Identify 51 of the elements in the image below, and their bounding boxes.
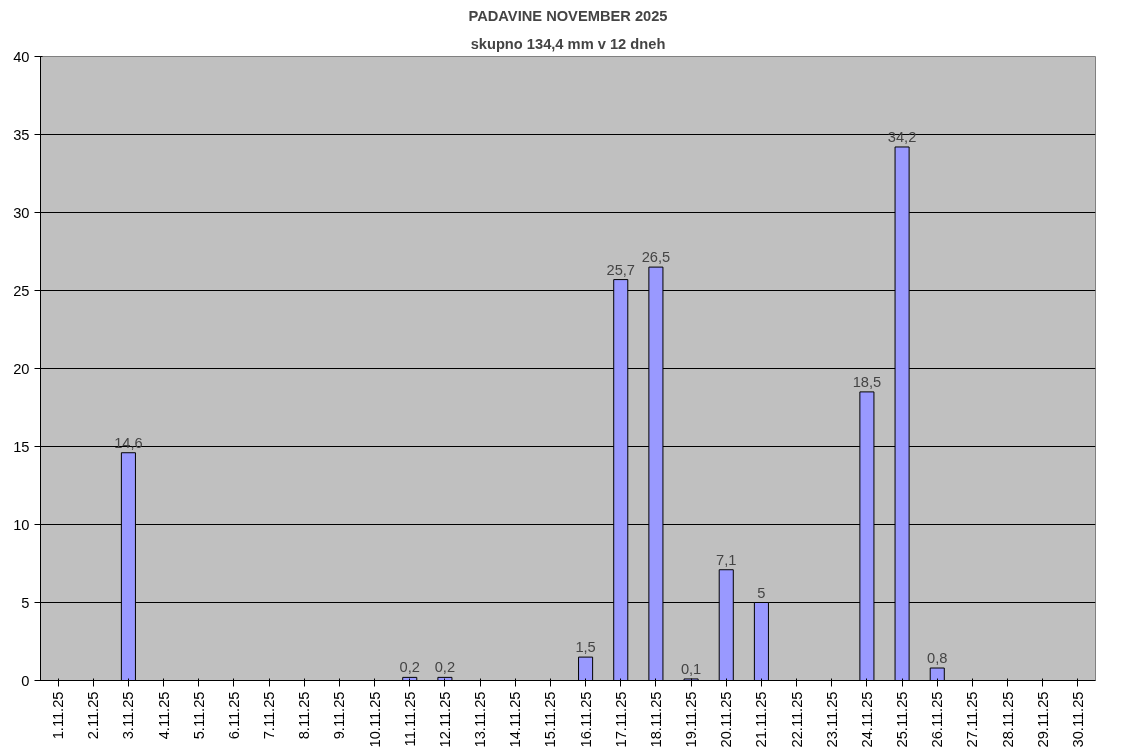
y-tick-label: 5	[21, 594, 30, 611]
y-tick-label: 25	[13, 282, 30, 299]
x-tick-label: 14.11.25	[507, 691, 524, 748]
x-tick-label: 29.11.25	[1034, 691, 1051, 748]
x-tick-label: 25.11.25	[894, 691, 911, 748]
x-tick-label: 23.11.25	[823, 691, 840, 748]
x-tick-label: 22.11.25	[788, 691, 805, 748]
data-label: 0,2	[399, 659, 420, 676]
x-tick-label: 11.11.25	[401, 691, 418, 747]
y-tick-label: 15	[13, 438, 30, 455]
data-label: 26,5	[641, 249, 671, 266]
data-label: 1,5	[575, 639, 596, 656]
data-label: 0,8	[927, 650, 948, 667]
data-label: 0,1	[680, 660, 702, 677]
data-label: 18,5	[852, 373, 882, 390]
x-tick-label: 7.11.25	[261, 691, 278, 740]
data-label: 0,2	[434, 659, 456, 676]
x-tick-label: 30.11.25	[1069, 691, 1086, 748]
x-tick-label: 6.11.25	[225, 691, 242, 740]
y-tick-label: 20	[13, 360, 30, 377]
x-tick-label: 27.11.25	[964, 691, 981, 748]
x-tick-label: 15.11.25	[542, 691, 559, 748]
x-tick-label: 24.11.25	[858, 691, 875, 748]
x-tick-label: 26.11.25	[929, 691, 946, 748]
x-tick-label: 21.11.25	[753, 691, 770, 748]
y-tick-label: 30	[13, 204, 30, 221]
y-tick-label: 0	[21, 672, 30, 689]
data-label: 25,7	[606, 261, 636, 278]
y-tick-label: 10	[13, 516, 30, 533]
x-tick-label: 12.11.25	[436, 691, 453, 748]
x-tick-label: 28.11.25	[999, 691, 1016, 748]
x-tick-label: 1.11.25	[50, 691, 67, 740]
x-tick-label: 19.11.25	[683, 691, 700, 748]
y-tick-label: 35	[13, 126, 30, 143]
x-tick-label: 18.11.25	[647, 691, 664, 748]
x-tick-label: 3.11.25	[120, 691, 137, 740]
x-tick-label: 20.11.25	[718, 691, 735, 748]
chart-subtitle: skupno 134,4 mm v 12 dneh	[470, 35, 666, 52]
x-tick-label: 16.11.25	[577, 691, 594, 748]
x-tick-label: 13.11.25	[472, 691, 489, 748]
x-tick-label: 2.11.25	[85, 691, 102, 740]
x-tick-label: 4.11.25	[155, 691, 172, 740]
x-tick-label: 10.11.25	[366, 691, 383, 748]
data-label: 7,1	[716, 551, 737, 568]
x-tick-label: 9.11.25	[331, 691, 348, 740]
chart-title: PADAVINE NOVEMBER 2025	[468, 7, 668, 24]
data-label: 5	[757, 584, 766, 601]
y-tick-label: 40	[13, 48, 30, 65]
x-tick-label: 8.11.25	[296, 691, 313, 740]
x-tick-label: 17.11.25	[612, 691, 629, 748]
x-tick-label: 5.11.25	[190, 691, 207, 740]
